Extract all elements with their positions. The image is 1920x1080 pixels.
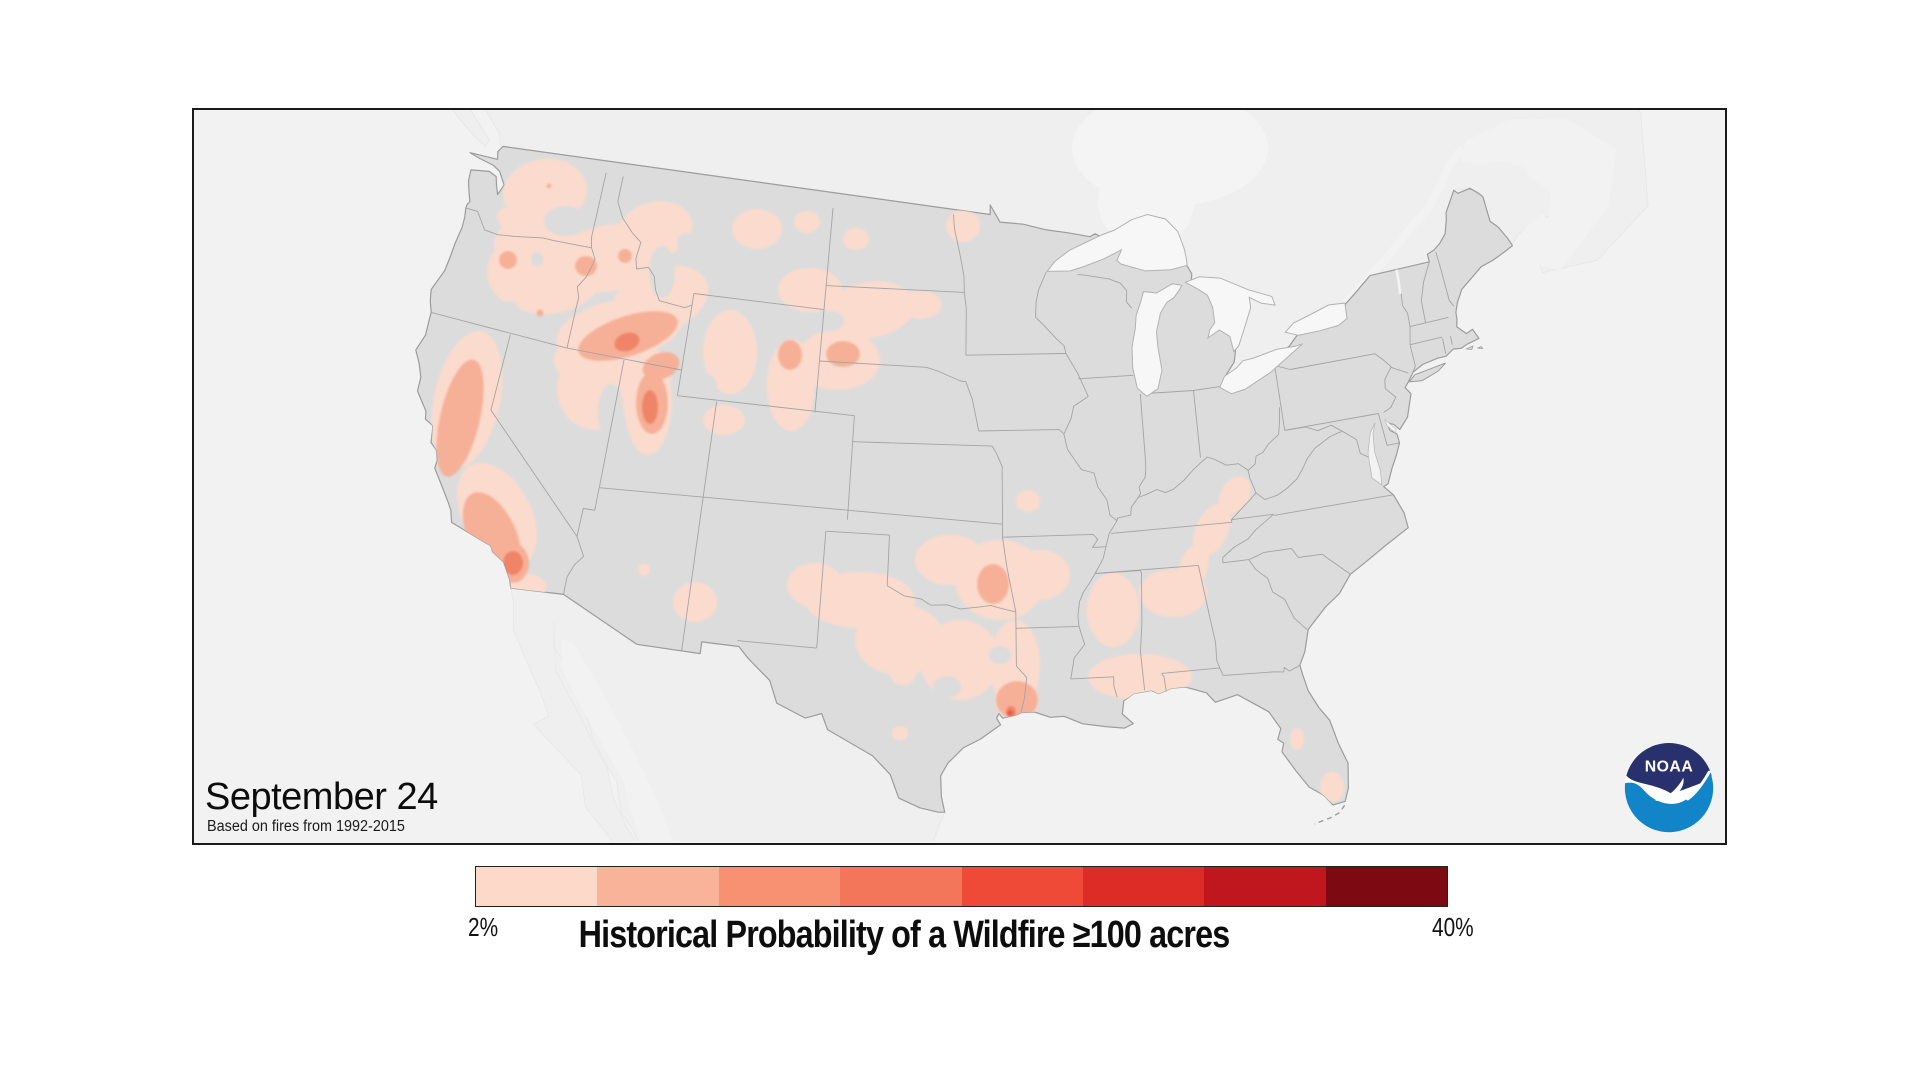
svg-text:NOAA: NOAA	[1645, 758, 1694, 775]
